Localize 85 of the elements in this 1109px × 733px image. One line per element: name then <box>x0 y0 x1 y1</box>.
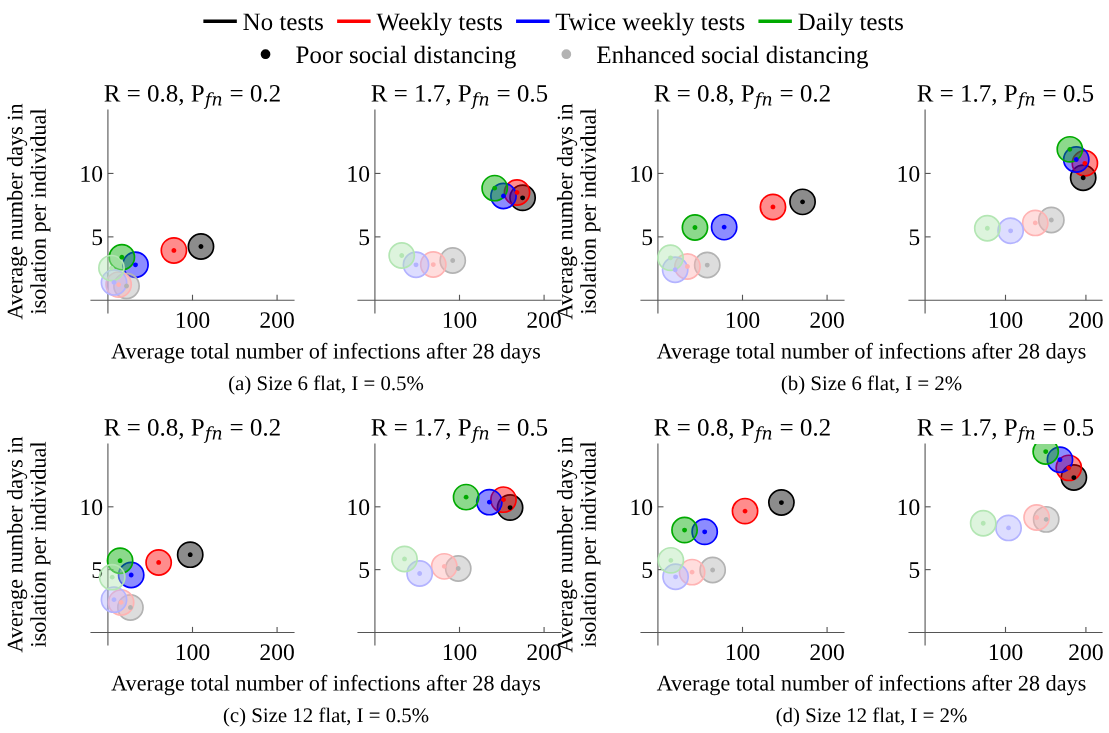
y-tick-label: 10 <box>81 499 103 516</box>
x-tick-label: 100 <box>726 312 760 329</box>
point <box>789 188 817 216</box>
x-tick-label: 200 <box>810 644 844 661</box>
point <box>973 214 1001 242</box>
x-tick-label: 100 <box>176 644 210 661</box>
legend-label: Weekly tests <box>376 12 502 36</box>
x-tick-label: 100 <box>443 312 477 329</box>
point <box>452 483 480 511</box>
x-tick-label: 100 <box>443 644 477 661</box>
point <box>657 546 685 574</box>
x-tick-label: 200 <box>1069 644 1103 661</box>
y-tick-label: 10 <box>81 165 103 182</box>
x-axis-title: Average total number of infections after 28 days <box>111 342 541 364</box>
chart-title: R = 1.7, P$_{fn}$ = 0.5 <box>371 418 548 444</box>
text: (b) Size 6 flat, I = 2% <box>781 375 962 395</box>
point <box>710 213 738 241</box>
chart-title: R = 0.8, P$_{fn}$ = 0.2 <box>104 418 280 444</box>
point <box>767 489 795 516</box>
point <box>731 497 759 525</box>
x-tick-label: 200 <box>810 312 844 329</box>
point <box>98 254 125 282</box>
y-tick-label: 5 <box>92 229 103 246</box>
point <box>176 541 204 569</box>
point <box>1021 209 1049 237</box>
point <box>691 518 719 546</box>
x-tick-label: 100 <box>989 644 1023 661</box>
y-tick-label: 5 <box>909 562 920 579</box>
x-axis-title: Average total number of infections after 28 days <box>656 674 1086 696</box>
chart-title: R = 1.7, P$_{fn}$ = 0.5 <box>371 84 548 110</box>
y-tick-label: 10 <box>631 499 653 516</box>
point <box>430 552 458 580</box>
x-tick-label: 200 <box>1069 312 1103 329</box>
x-tick-label: 200 <box>260 312 294 329</box>
point <box>969 509 997 537</box>
point <box>699 556 727 584</box>
chart-title: R = 1.7, P$_{fn}$ = 0.5 <box>917 418 1094 444</box>
y-axis-title: Average number days in isolation per individual <box>6 103 51 320</box>
y-tick-label: 5 <box>642 562 653 579</box>
x-axis-title: Average total number of infections after 28 days <box>111 674 541 696</box>
point <box>995 514 1023 542</box>
legend-label: Twice weekly tests <box>555 12 745 36</box>
legend-label: No tests <box>243 13 323 31</box>
point <box>187 233 215 260</box>
chart-title: R = 1.7, P$_{fn}$ = 0.5 <box>917 84 1094 110</box>
legend-label: Daily tests <box>798 12 903 36</box>
text: (d) Size 12 flat, I = 2% <box>776 707 967 727</box>
point <box>100 586 128 614</box>
point <box>681 214 709 241</box>
point <box>145 549 173 576</box>
point <box>671 516 699 544</box>
x-tick-label: 100 <box>176 312 210 329</box>
point <box>481 174 509 202</box>
x-tick-label: 100 <box>726 644 760 661</box>
y-axis-title: Average number days in isolation per individual <box>6 436 51 653</box>
y-tick-label: 10 <box>348 165 370 182</box>
y-tick-label: 5 <box>359 229 370 246</box>
point <box>439 247 467 274</box>
point <box>388 242 416 269</box>
y-tick-label: 10 <box>898 499 920 516</box>
point <box>657 244 684 272</box>
text: Poor social distancing <box>296 45 516 69</box>
x-tick-label: 100 <box>989 312 1023 329</box>
point <box>1056 135 1084 163</box>
chart-title: R = 0.8, P$_{fn}$ = 0.2 <box>104 84 280 110</box>
text: (c) Size 12 flat, I = 0.5% <box>223 707 429 727</box>
text: Enhanced social distancing <box>597 45 868 69</box>
chart-title: R = 0.8, P$_{fn}$ = 0.2 <box>654 418 830 444</box>
y-tick-label: 5 <box>909 229 920 246</box>
y-tick-label: 5 <box>642 229 653 246</box>
point <box>759 193 787 221</box>
x-axis-title: Average total number of infections after 28 days <box>656 342 1086 364</box>
text: (a) Size 6 flat, I = 0.5% <box>229 375 424 395</box>
point <box>475 488 503 516</box>
x-tick-label: 200 <box>260 644 294 661</box>
point <box>160 236 188 264</box>
point <box>406 560 434 587</box>
y-tick-label: 10 <box>348 499 370 516</box>
point <box>1023 504 1051 531</box>
point <box>997 217 1025 245</box>
y-tick-label: 5 <box>359 562 370 579</box>
point <box>391 545 418 573</box>
y-tick-label: 10 <box>631 165 653 182</box>
chart-title: R = 0.8, P$_{fn}$ = 0.2 <box>654 84 830 110</box>
y-tick-label: 10 <box>898 165 920 182</box>
